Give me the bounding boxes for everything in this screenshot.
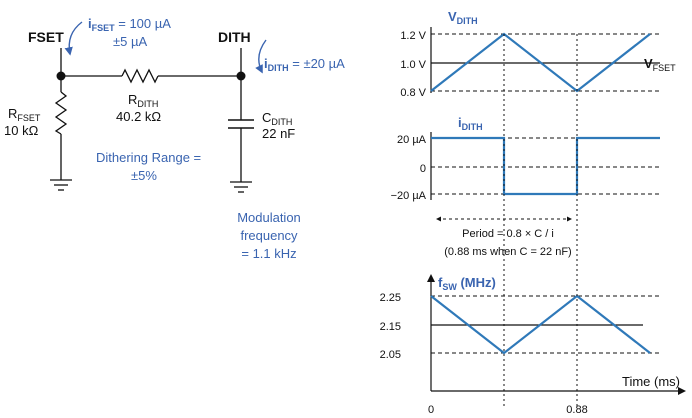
vdith-tick-0v8: 0.8 V: [400, 87, 426, 99]
fsw-tick-2p15: 2.15: [380, 321, 401, 333]
idith-title: iDITH: [458, 115, 483, 132]
ifset-tolerance: ±5 µA: [113, 34, 147, 49]
rfset-value: 10 kΩ: [4, 123, 39, 138]
fsw-x-tick-0p88: 0.88: [566, 404, 587, 416]
circuit-schematic: FSET DITH: [4, 16, 345, 261]
idith-tick-neg: −20 µA: [391, 190, 427, 202]
rfset-label: RFSET: [8, 106, 41, 123]
fsw-x-tick-0: 0: [428, 404, 434, 416]
modulation-frequency-line2: frequency: [240, 228, 298, 243]
rdith-value: 40.2 kΩ: [116, 109, 161, 124]
modulation-frequency-line3: = 1.1 kHz: [241, 246, 296, 261]
vfset-label: VFSET: [644, 56, 676, 73]
fsw-tick-2p25: 2.25: [380, 292, 401, 304]
fsw-x-axis-label: Time (ms): [622, 374, 680, 389]
fsw-x-axis-arrow-icon: [678, 387, 686, 395]
dithering-range-line1: Dithering Range =: [96, 150, 201, 165]
rfset-resistor: [54, 91, 68, 135]
idith-tick-pos: 20 µA: [397, 134, 427, 146]
vdith-tick-1v0: 1.0 V: [400, 59, 426, 71]
ifset-label: iFSET = 100 µA: [88, 16, 171, 33]
dith-pin-label: DITH: [218, 29, 251, 45]
ifset-arrow-icon: [64, 21, 83, 56]
vdith-plot: VDITH 1.2 V 1.0 V 0.8 V VFSET: [400, 9, 676, 99]
vdith-title: VDITH: [448, 9, 478, 26]
rdith-resistor: [121, 68, 159, 84]
cdith-value: 22 nF: [262, 126, 295, 141]
fset-pin-label: FSET: [28, 29, 64, 45]
idith-arrow-icon: [255, 39, 267, 74]
fsw-triangle-waveform: [430, 294, 651, 355]
idith-label: iDITH = ±20 µA: [264, 56, 345, 73]
period-example: (0.88 ms when C = 22 nF): [444, 246, 571, 258]
fsw-title: fSW (MHz): [438, 275, 496, 292]
fsw-plot: fSW (MHz) 2.25 2.15 2.05 Time (ms) 0 0.8…: [380, 274, 686, 416]
cdith-label: CDITH: [262, 110, 292, 127]
dithering-range-line2: ±5%: [131, 168, 157, 183]
idith-plot: iDITH 20 µA 0 −20 µA: [391, 115, 660, 202]
fsw-y-axis-arrow-icon: [427, 274, 435, 282]
fset-ground-icon: [50, 179, 72, 191]
idith-tick-zero: 0: [420, 163, 426, 175]
modulation-frequency-line1: Modulation: [237, 210, 301, 225]
vdith-tick-1v2: 1.2 V: [400, 30, 426, 42]
fsw-tick-2p05: 2.05: [380, 349, 401, 361]
period-formula: Period = 0.8 × C / i: [462, 228, 554, 240]
rdith-label: RDITH: [128, 92, 158, 109]
vdith-triangle-waveform: [430, 32, 651, 93]
dith-ground-icon: [230, 181, 252, 193]
idith-square-waveform: [431, 136, 660, 196]
